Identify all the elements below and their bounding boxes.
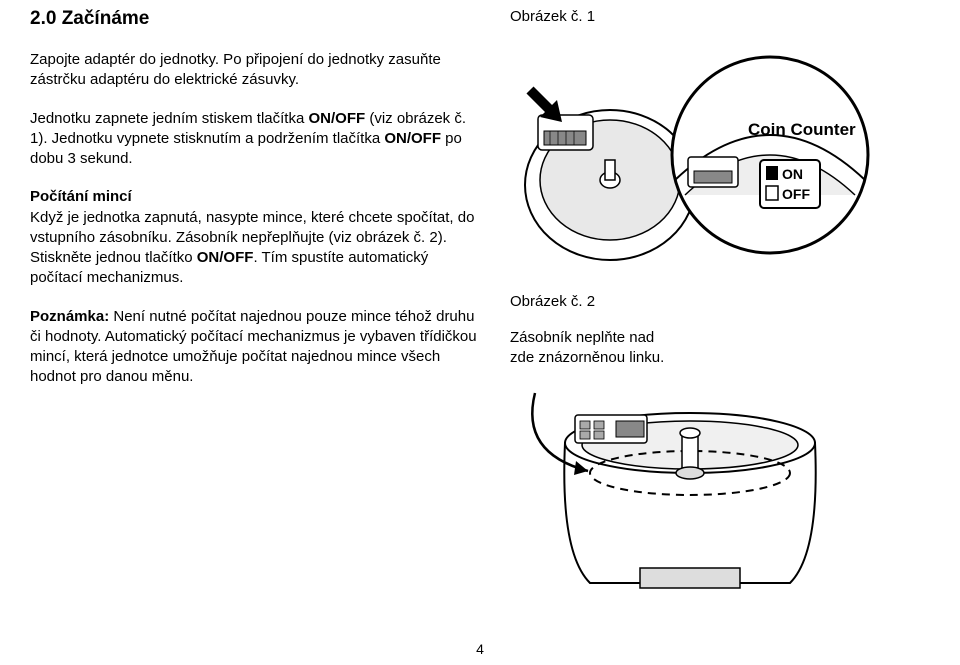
right-column: Obrázek č. 1: [510, 8, 930, 621]
onoff-label: ON/OFF: [384, 130, 441, 147]
note-label: Poznámka:: [30, 308, 109, 325]
figure-1-illustration: Coin Counter ON OFF: [510, 35, 870, 275]
onoff-label: ON/OFF: [308, 110, 365, 127]
coin-counter-text: Coin Counter: [748, 120, 856, 139]
figure-2-label: Obrázek č. 2: [510, 293, 870, 310]
subheading: Počítání mincí: [30, 188, 132, 205]
page: 2.0 Začínáme Zapojte adaptér do jednotky…: [0, 0, 960, 665]
arrow-icon: [530, 90, 562, 122]
left-column: 2.0 Začínáme Zapojte adaptér do jednotky…: [30, 8, 480, 621]
figure-1: Obrázek č. 1: [510, 8, 870, 275]
off-text: OFF: [782, 186, 810, 202]
on-text: ON: [782, 166, 803, 182]
page-number: 4: [30, 641, 930, 665]
paragraph-note: Poznámka: Není nutné počítat najednou po…: [30, 307, 480, 388]
figure-2: Obrázek č. 2 Zásobník neplňte nad zde zn…: [510, 293, 870, 603]
figure-2-caption: Zásobník neplňte nad zde znázorněnou lin…: [510, 328, 870, 369]
onoff-label: ON/OFF: [197, 249, 254, 266]
figure-2-illustration: [510, 373, 870, 603]
figure-1-label: Obrázek č. 1: [510, 8, 870, 25]
section-heading: 2.0 Začínáme: [30, 8, 480, 30]
paragraph-power: Jednotku zapnete jedním stiskem tlačítka…: [30, 109, 480, 170]
columns: 2.0 Začínáme Zapojte adaptér do jednotky…: [30, 8, 930, 621]
paragraph-intro: Zapojte adaptér do jednotky. Po připojen…: [30, 50, 480, 91]
paragraph-counting: Počítání mincí Když je jednotka zapnutá,…: [30, 187, 480, 288]
text: Jednotku zapnete jedním stiskem tlačítka: [30, 110, 308, 127]
